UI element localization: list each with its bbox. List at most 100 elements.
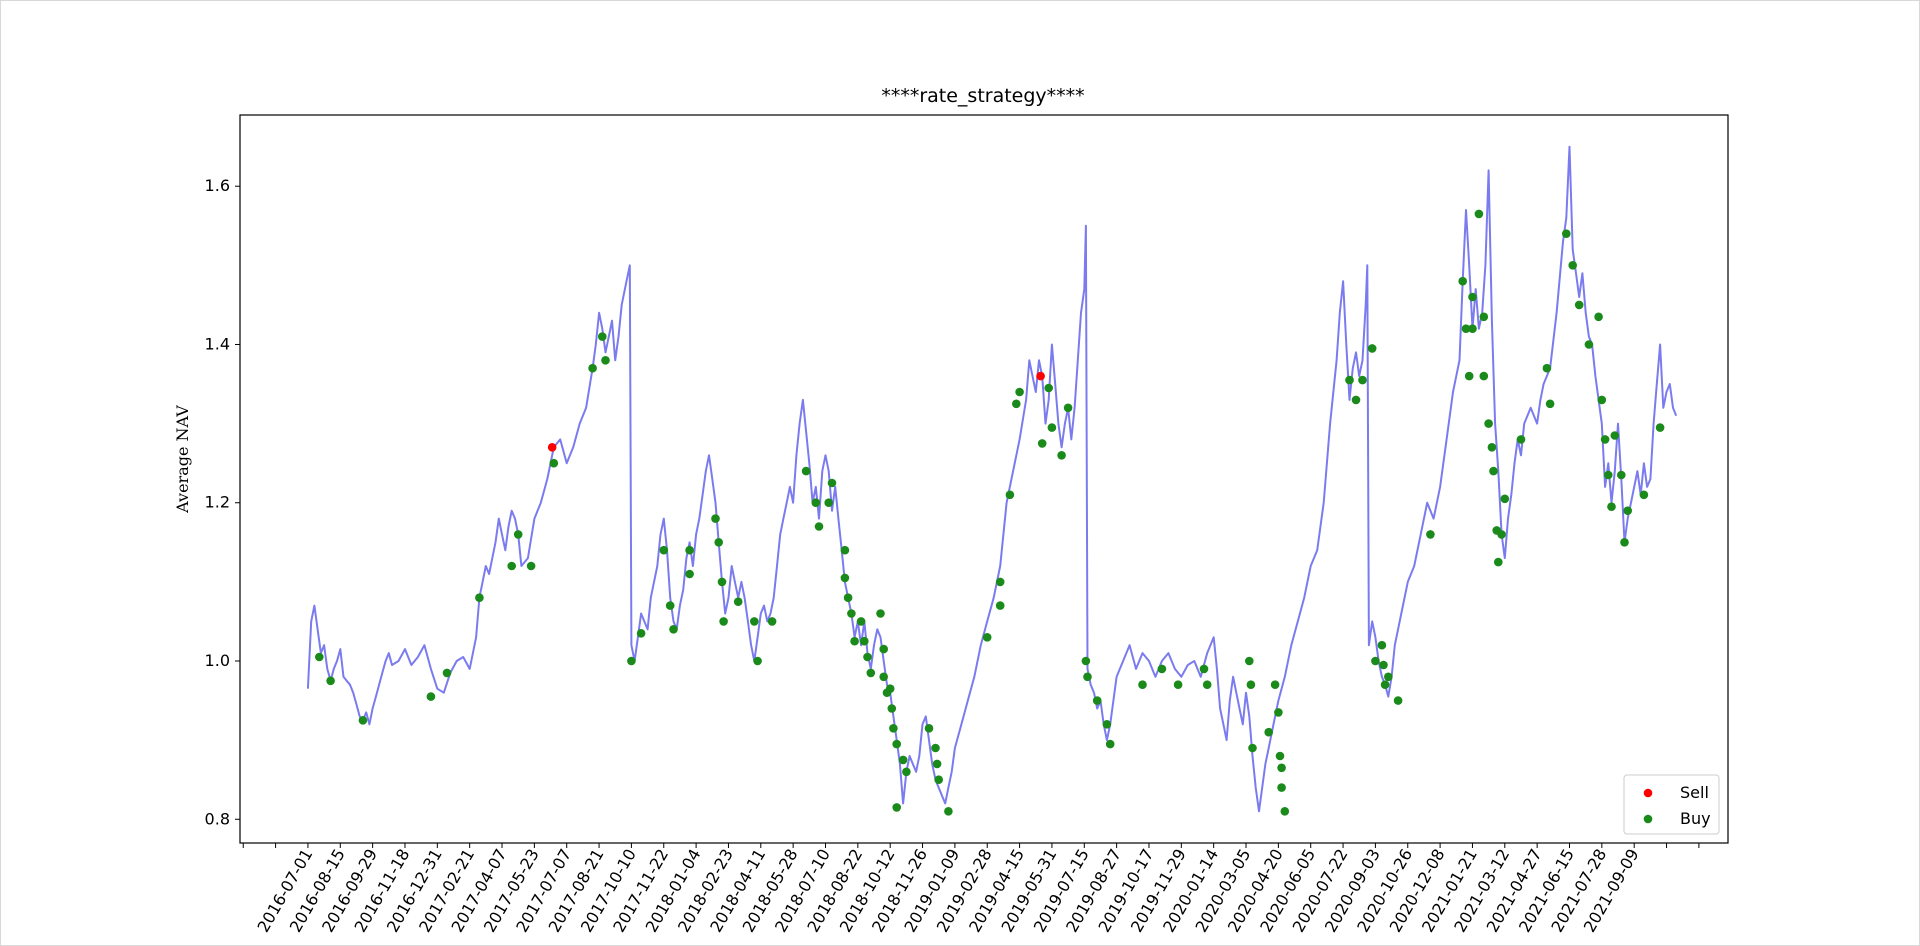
buy-point [814,522,824,531]
legend: Sell Buy [1623,774,1720,835]
buy-point [892,803,901,812]
buy-point [1157,664,1167,674]
buy-point [714,538,723,547]
buy-point [811,498,821,508]
buy-point [1542,363,1552,373]
buy-point [598,332,607,341]
buy-point [1516,435,1526,444]
buy-point [685,569,694,579]
buy-point [750,617,759,626]
buy-point [1377,640,1387,650]
buy-point [1468,292,1477,302]
buy-point [1199,664,1209,674]
buy-point [1468,324,1477,334]
buy-point [840,545,850,555]
legend-buy-label: Buy [1680,809,1711,828]
buy-point [358,716,368,725]
buy-point [1102,720,1112,729]
buy-point [860,636,869,646]
buy-point [1105,739,1115,749]
buy-point [931,743,940,753]
buy-point [856,617,866,626]
buy-point [866,668,876,678]
buy-point [1584,340,1594,349]
buy-point [863,652,872,662]
buy-point [711,514,720,523]
buy-point [1280,807,1290,816]
sell-point [1036,371,1045,381]
buy-point [669,625,678,634]
buy-point [879,672,888,682]
buy-point [1384,672,1393,682]
buy-point [1545,399,1555,409]
buy-point [1037,439,1047,448]
y-tick-label: 1.6 [205,176,230,195]
buy-point [824,498,833,508]
y-tick-label: 0.8 [205,809,230,828]
buy-point [442,668,452,678]
axes-frame [239,114,1729,844]
buy-point [1474,209,1484,219]
buy-point [892,739,901,749]
buy-point [719,617,728,626]
buy-point [1597,395,1607,405]
buy-point [840,573,850,583]
buy-point [426,692,436,701]
buy-point [1274,708,1283,717]
buy-point [827,478,837,488]
buy-point [1639,490,1649,500]
buy-point [1264,727,1273,737]
buy-point [513,530,523,539]
buy-point [885,684,895,693]
buy-point [1426,530,1435,539]
buy-point [1277,763,1286,773]
buy-point [1275,751,1285,761]
y-axis: 0.8 1.0 1.2 1.4 1.6 [205,176,240,828]
buy-point [1574,300,1584,310]
buy-point [801,466,811,476]
buy-point [1245,656,1254,666]
legend-buy-marker [1643,814,1653,824]
chart-title: ****rate_strategy**** [881,85,1084,107]
buy-point [887,704,897,713]
buy-point [847,609,856,618]
buy-point [1604,470,1613,480]
buy-point [1489,466,1498,476]
buy-point [1063,403,1073,413]
buy-point [1083,672,1092,682]
buy-point [1487,443,1497,452]
buy-point [1655,423,1665,432]
buy-point [636,629,646,638]
buy-point [1277,783,1286,792]
buy-point [898,755,908,765]
buy-point [1484,419,1493,428]
buy-point [665,601,675,610]
buy-point [1047,423,1057,432]
buy-point [1568,261,1577,270]
buy-point [1464,371,1474,381]
buy-point [767,617,777,626]
buy-point [601,356,610,365]
buy-point [1479,371,1489,381]
buy-point [1367,344,1377,353]
buy-point [1458,276,1467,286]
buy-point [627,656,636,666]
buy-point [879,644,888,654]
buy-point [1562,229,1571,238]
buy-point [932,759,942,769]
buy-point [1005,490,1015,500]
buy-point [934,775,943,784]
buy-point [1617,470,1626,480]
buy-point [717,577,727,587]
buy-point [1594,312,1603,322]
y-tick-label: 1.2 [205,493,230,512]
buy-point [1173,680,1183,689]
buy-point [1610,431,1620,440]
buy-point [995,601,1005,610]
buy-point [1092,696,1102,705]
buy-point [1270,680,1280,689]
buy-point [1248,743,1257,753]
buy-point [1497,530,1506,539]
buy-point [876,609,885,618]
buy-point [1393,696,1403,705]
